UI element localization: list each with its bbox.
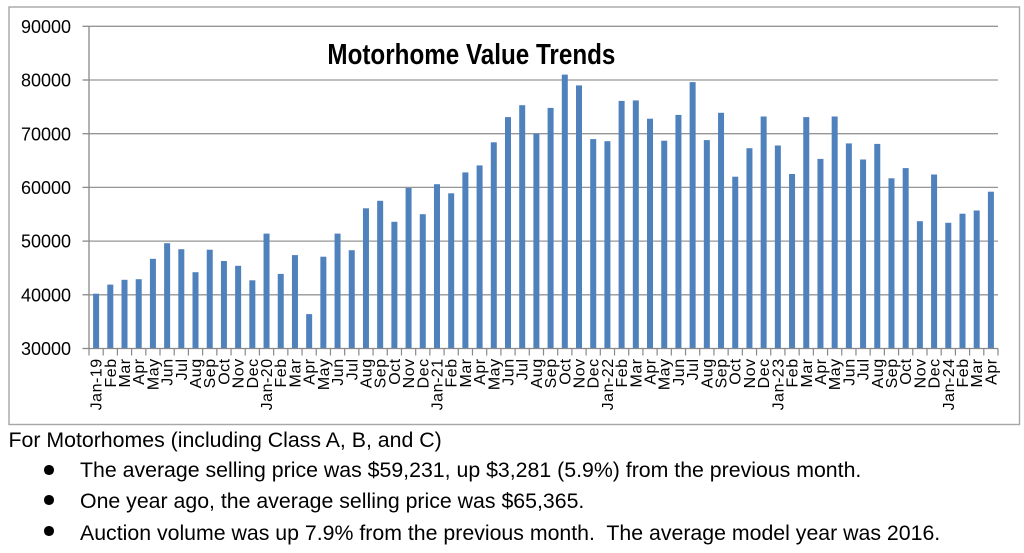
- svg-text:Apr: Apr: [302, 358, 319, 385]
- svg-text:Mar: Mar: [969, 358, 986, 387]
- svg-text:Aug: Aug: [699, 358, 716, 388]
- svg-text:Jan-20: Jan-20: [259, 358, 276, 410]
- svg-text:May: May: [316, 358, 333, 390]
- svg-text:Feb: Feb: [955, 358, 972, 387]
- svg-text:Jun: Jun: [500, 358, 517, 385]
- svg-text:60000: 60000: [21, 178, 71, 198]
- svg-text:Jun: Jun: [330, 358, 347, 385]
- svg-text:Jun: Jun: [841, 358, 858, 385]
- svg-text:Feb: Feb: [614, 358, 631, 387]
- svg-text:Jun: Jun: [671, 358, 688, 385]
- svg-text:Jan-21: Jan-21: [429, 358, 446, 410]
- svg-text:Aug: Aug: [529, 358, 546, 388]
- svg-text:80000: 80000: [21, 71, 71, 91]
- svg-text:Oct: Oct: [728, 358, 745, 384]
- svg-text:Nov: Nov: [231, 358, 248, 388]
- svg-text:Nov: Nov: [401, 358, 418, 388]
- svg-text:Jul: Jul: [856, 358, 873, 380]
- svg-text:Dec: Dec: [756, 358, 773, 388]
- svg-text:Jan-23: Jan-23: [770, 358, 787, 410]
- svg-text:Aug: Aug: [358, 358, 375, 388]
- svg-text:Feb: Feb: [785, 358, 802, 387]
- svg-text:Jun: Jun: [160, 358, 177, 385]
- svg-text:May: May: [145, 358, 162, 390]
- svg-text:Oct: Oct: [557, 358, 574, 384]
- svg-text:Jan-24: Jan-24: [941, 358, 958, 410]
- svg-text:40000: 40000: [21, 285, 71, 305]
- svg-text:Mar: Mar: [628, 358, 645, 387]
- svg-text:90000: 90000: [21, 17, 71, 37]
- svg-text:Nov: Nov: [912, 358, 929, 388]
- svg-text:Apr: Apr: [131, 358, 148, 385]
- svg-text:May: May: [827, 358, 844, 390]
- svg-text:Jan-19: Jan-19: [89, 358, 106, 410]
- svg-text:Dec: Dec: [415, 358, 432, 388]
- svg-text:Feb: Feb: [273, 358, 290, 387]
- svg-text:Jul: Jul: [515, 358, 532, 380]
- svg-text:Mar: Mar: [458, 358, 475, 387]
- svg-text:Apr: Apr: [643, 358, 660, 385]
- svg-text:Oct: Oct: [216, 358, 233, 384]
- svg-text:Feb: Feb: [103, 358, 120, 387]
- svg-text:Dec: Dec: [927, 358, 944, 388]
- svg-text:Dec: Dec: [245, 358, 262, 388]
- svg-text:Apr: Apr: [983, 358, 1000, 385]
- svg-text:Sep: Sep: [202, 358, 219, 388]
- svg-text:Jul: Jul: [174, 358, 191, 380]
- svg-text:Jul: Jul: [344, 358, 361, 380]
- svg-text:Sep: Sep: [373, 358, 390, 388]
- svg-text:Apr: Apr: [472, 358, 489, 385]
- svg-text:Feb: Feb: [444, 358, 461, 387]
- svg-text:Apr: Apr: [813, 358, 830, 385]
- svg-text:Jan-22: Jan-22: [600, 358, 617, 410]
- svg-text:Aug: Aug: [870, 358, 887, 388]
- svg-text:50000: 50000: [21, 232, 71, 252]
- svg-text:Jul: Jul: [685, 358, 702, 380]
- svg-text:Oct: Oct: [387, 358, 404, 384]
- svg-text:30000: 30000: [21, 339, 71, 359]
- svg-text:Sep: Sep: [884, 358, 901, 388]
- svg-text:Oct: Oct: [898, 358, 915, 384]
- svg-text:May: May: [486, 358, 503, 390]
- svg-text:Motorhome Value Trends: Motorhome Value Trends: [327, 39, 615, 71]
- svg-text:Dec: Dec: [586, 358, 603, 388]
- svg-text:Mar: Mar: [287, 358, 304, 387]
- svg-text:Mar: Mar: [799, 358, 816, 387]
- svg-text:Aug: Aug: [188, 358, 205, 388]
- svg-text:Nov: Nov: [742, 358, 759, 388]
- svg-text:Sep: Sep: [543, 358, 560, 388]
- svg-text:Sep: Sep: [714, 358, 731, 388]
- svg-text:Nov: Nov: [572, 358, 589, 388]
- svg-text:Mar: Mar: [117, 358, 134, 387]
- svg-text:May: May: [657, 358, 674, 390]
- svg-text:70000: 70000: [21, 124, 71, 144]
